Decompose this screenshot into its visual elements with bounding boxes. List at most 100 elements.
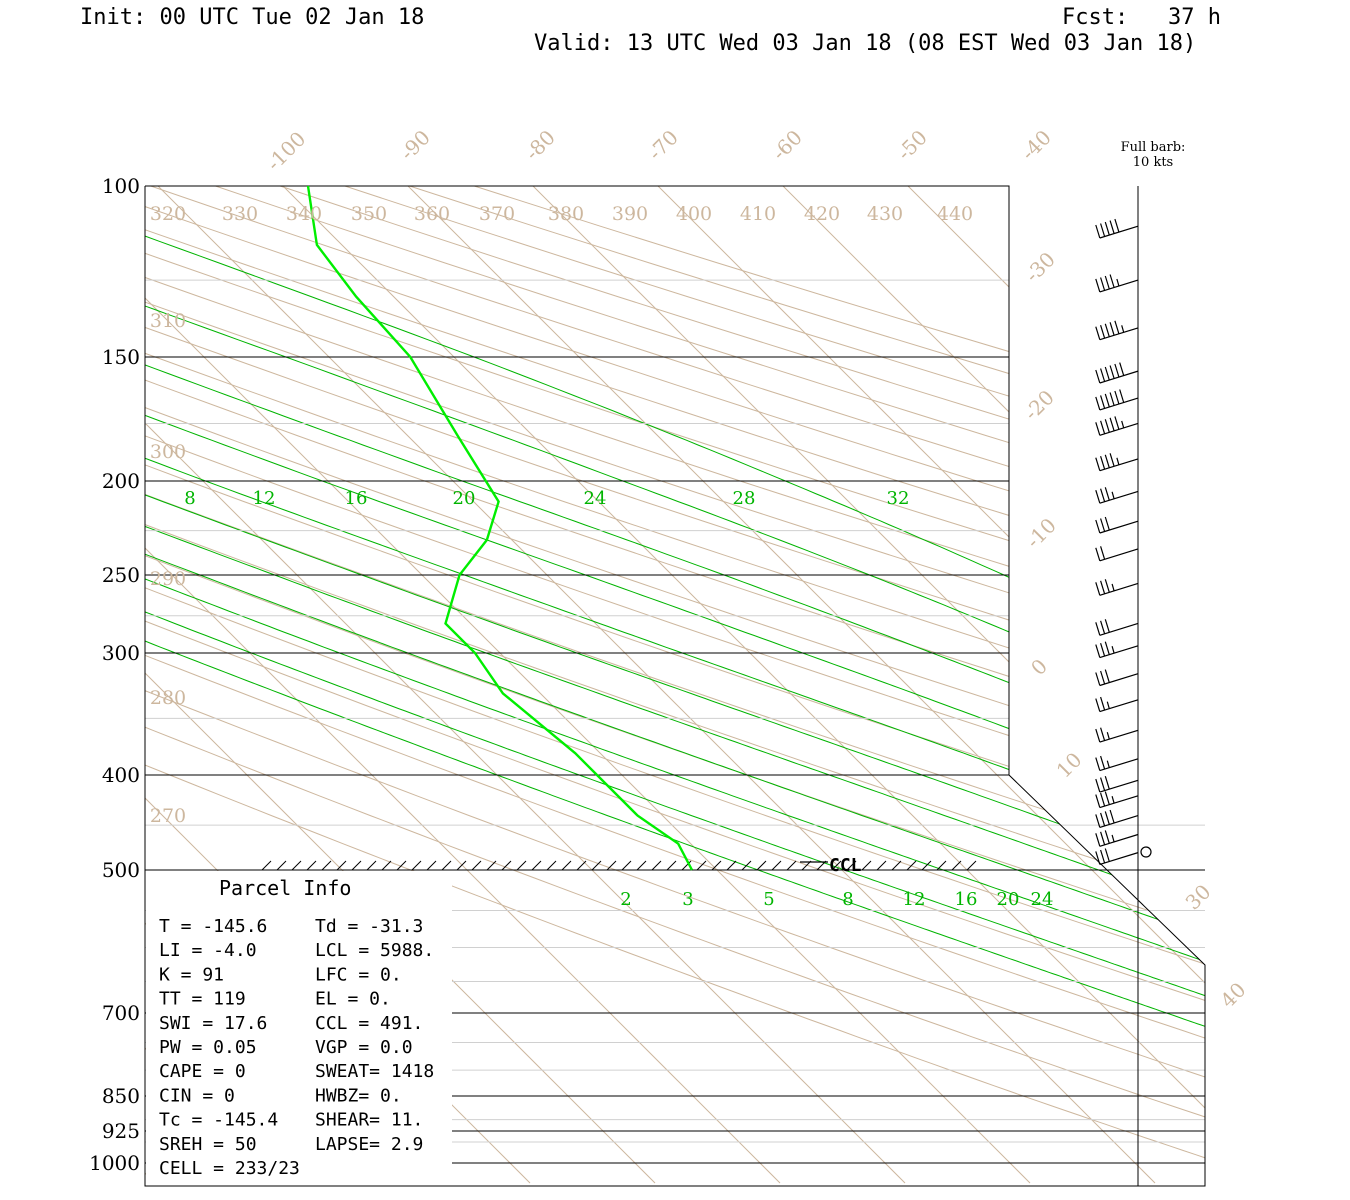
hatch-tick xyxy=(741,860,752,871)
barb-flag xyxy=(1100,395,1106,409)
barb-flag xyxy=(1104,579,1110,593)
isotherm-label: -30 xyxy=(1020,247,1060,287)
moist-adiabat xyxy=(145,488,1205,1184)
barb-legend: Full barb: 10 kts xyxy=(1121,140,1186,170)
isotherm xyxy=(145,186,781,1184)
pressure-label: 300 xyxy=(102,641,140,665)
hatch-tick xyxy=(411,860,422,871)
isotherm xyxy=(407,186,1205,1184)
parcel-row-left: T = -145.6 xyxy=(159,916,267,937)
hatch-tick xyxy=(891,860,902,871)
parcel-row-right: SHEAR= 11. xyxy=(315,1110,423,1131)
wind-barb xyxy=(1095,453,1139,472)
barb-flag xyxy=(1104,454,1110,468)
barb-flag xyxy=(1100,777,1106,791)
hatch-tick xyxy=(861,860,872,871)
barb-flag xyxy=(1100,488,1106,502)
dry-adiabat xyxy=(145,186,1205,1184)
barb-staff xyxy=(1099,327,1139,341)
pressure-label: 500 xyxy=(102,858,140,882)
hatch-tick xyxy=(666,860,677,871)
barb-flag xyxy=(1104,669,1110,683)
theta-label: 280 xyxy=(150,687,186,709)
barb-flag xyxy=(1104,830,1110,844)
parcel-row-left: PW = 0.05 xyxy=(159,1037,257,1058)
barb-flag xyxy=(1100,518,1106,532)
barb-flag xyxy=(1100,727,1106,741)
mixing-ratio-label-lower: 2 xyxy=(620,889,631,910)
mixing-ratio-label-lower: 3 xyxy=(682,889,693,910)
barb-flag xyxy=(1100,620,1106,634)
hatch-tick xyxy=(306,860,317,871)
barb-flag xyxy=(1104,393,1110,408)
barb-flag xyxy=(1104,516,1110,531)
barb-staff xyxy=(1099,548,1139,562)
hatch-tick xyxy=(321,860,332,871)
isotherm-label: -10 xyxy=(1021,513,1061,553)
barb-staff xyxy=(1099,645,1139,659)
temperature-line xyxy=(306,185,694,871)
pressure-label: 700 xyxy=(102,1001,140,1025)
barb-flag xyxy=(1109,322,1115,336)
barb-legend-line2: 10 kts xyxy=(1133,155,1173,170)
barb-flag xyxy=(1104,619,1110,633)
dry-adiabat xyxy=(145,186,1205,1184)
isotherm-label: 0 xyxy=(1026,654,1052,680)
wind-barb xyxy=(1095,619,1139,636)
barb-half-flag xyxy=(1111,796,1115,804)
barb-flag xyxy=(1095,698,1101,712)
theta-label: 420 xyxy=(804,203,840,225)
pressure-label: 925 xyxy=(102,1119,140,1143)
barb-flag xyxy=(1095,757,1101,771)
isotherm-label: -20 xyxy=(1019,385,1059,425)
dry-adiabat xyxy=(145,186,1205,1184)
isotherm-label: 10 xyxy=(1052,748,1087,783)
barb-flag xyxy=(1095,672,1101,686)
theta-label: 330 xyxy=(222,203,258,225)
hatch-tick xyxy=(711,860,722,871)
forecast-hour: Fcst: 37 h xyxy=(1062,5,1221,30)
barb-flag xyxy=(1100,223,1106,237)
hatch-tick xyxy=(771,860,782,871)
wind-barb xyxy=(1095,727,1139,743)
barb-flag xyxy=(1104,776,1110,790)
isotherm xyxy=(145,186,156,1184)
barb-staff xyxy=(1099,622,1139,636)
barb-flag xyxy=(1100,812,1106,827)
barb-staff xyxy=(1099,729,1139,743)
dry-adiabat xyxy=(474,186,1205,1184)
mixing-ratio-label-upper: 20 xyxy=(453,488,476,509)
hatch-tick xyxy=(561,860,572,871)
parcel-row-right: LCL = 5988. xyxy=(315,940,434,961)
barb-flag xyxy=(1095,622,1101,636)
barb-flag xyxy=(1100,277,1106,291)
pressure-labels: 100 150 200 250 300 400 500 700 850 925 1000 xyxy=(89,174,140,1175)
wind-barb xyxy=(1095,809,1139,828)
barb-flag xyxy=(1095,490,1101,504)
barb-half-flag xyxy=(1111,583,1115,592)
isotherm-label: 40 xyxy=(1216,978,1251,1013)
barb-half-flag xyxy=(1106,760,1110,768)
barb-half-flag xyxy=(1106,732,1110,740)
barb-half-flag xyxy=(1116,278,1120,287)
barb-flag xyxy=(1104,419,1110,433)
barb-flag xyxy=(1109,274,1115,288)
isotherm xyxy=(282,186,1205,1184)
moist-adiabat xyxy=(145,186,1205,1184)
barb-flag xyxy=(1104,641,1110,655)
barb-staff xyxy=(1099,673,1139,687)
barb-flag xyxy=(1109,365,1115,379)
valid-time: Valid: 13 UTC Wed 03 Jan 18 (08 EST Wed … xyxy=(534,31,1197,56)
hatch-tick xyxy=(936,860,947,871)
wind-barb xyxy=(1095,274,1139,293)
parcel-row-left: SWI = 17.6 xyxy=(159,1013,267,1034)
parcel-row-right: Td = -31.3 xyxy=(315,916,423,937)
hatch-tick xyxy=(486,860,497,871)
barb-half-flag xyxy=(1106,701,1110,709)
barb-flag xyxy=(1100,696,1106,711)
barb-staff xyxy=(1099,815,1139,828)
barb-staff xyxy=(1099,370,1139,384)
dry-adiabat xyxy=(145,186,1205,1184)
parcel-row-right: LFC = 0. xyxy=(315,964,402,985)
